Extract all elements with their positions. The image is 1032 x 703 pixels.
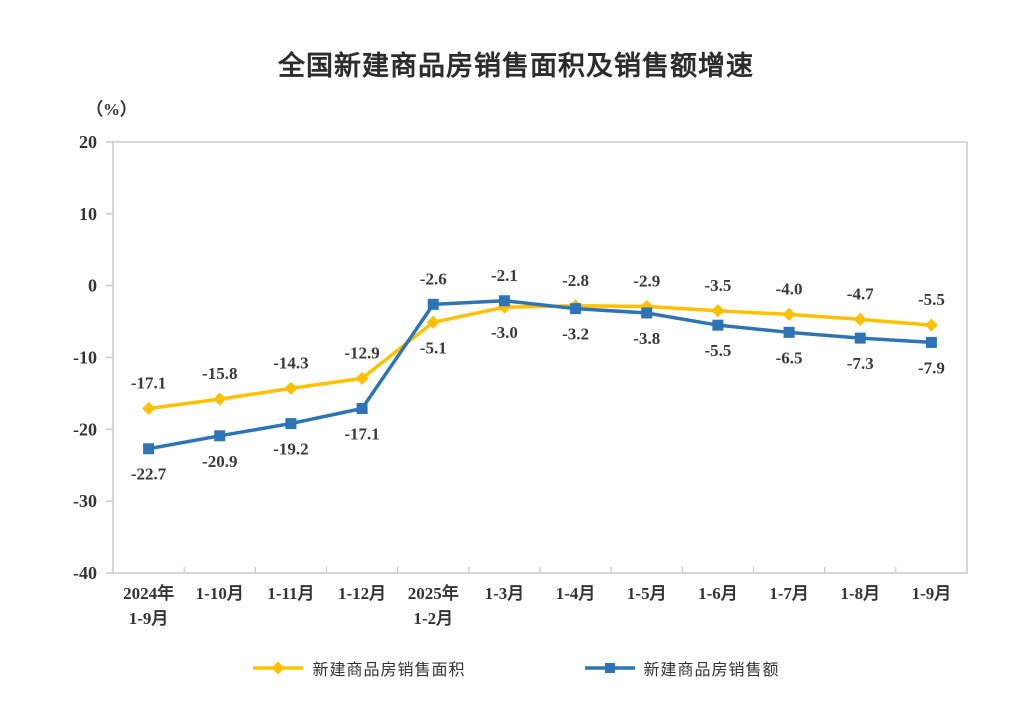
series-marker-sales-value	[498, 295, 510, 307]
legend-swatch-sales-value	[584, 663, 635, 673]
chart-legend: 新建商品房销售面积 新建商品房销售额	[0, 656, 1032, 680]
series-marker-sales-value	[427, 298, 439, 310]
data-label-sales-area: -3.5	[704, 276, 731, 295]
data-label-sales-area: -3.0	[491, 323, 518, 342]
series-marker-sales-area	[355, 371, 369, 385]
series-marker-sales-area	[426, 315, 440, 329]
data-label-sales-value: -2.1	[491, 266, 518, 285]
series-marker-sales-value	[783, 326, 795, 338]
series-marker-sales-value	[285, 418, 297, 430]
chart-title: 全国新建商品房销售面积及销售额增速	[278, 51, 754, 81]
series-marker-sales-value	[925, 336, 937, 348]
legend-label-sales-value: 新建商品房销售额	[643, 662, 780, 679]
series-marker-sales-value	[143, 443, 155, 455]
data-label-sales-area: -2.8	[562, 271, 589, 290]
data-label-sales-area: -2.9	[633, 271, 660, 290]
series-marker-sales-value	[641, 307, 653, 319]
x-tick-label: 1-9月	[912, 584, 952, 603]
series-marker-sales-value	[570, 303, 582, 315]
y-tick-label: 0	[88, 276, 97, 296]
series-marker-sales-area	[782, 307, 796, 321]
data-label-sales-value: -3.2	[562, 325, 589, 344]
y-tick-label: -40	[73, 563, 97, 583]
x-tick-label: 2024年	[123, 583, 174, 603]
x-tick-label: 1-8月	[840, 584, 880, 603]
legend-item-sales-area: 新建商品房销售面积	[252, 656, 465, 680]
y-tick-label: 10	[79, 204, 97, 224]
x-tick-label: 1-4月	[556, 584, 596, 603]
series-marker-sales-area	[142, 402, 156, 416]
series-marker-sales-area	[284, 381, 298, 395]
legend-diamond-icon	[271, 661, 285, 675]
y-tick-label: -10	[73, 348, 97, 368]
data-label-sales-area: -5.1	[420, 338, 447, 357]
data-label-sales-value: -5.5	[704, 341, 731, 360]
x-tick-label: 1-6月	[698, 584, 738, 603]
series-marker-sales-area	[711, 304, 725, 318]
series-marker-sales-area	[853, 312, 867, 326]
data-label-sales-value: -17.1	[344, 425, 379, 444]
y-tick-label: -30	[73, 491, 97, 511]
data-label-sales-value: -7.9	[918, 358, 945, 377]
data-label-sales-value: -19.2	[273, 440, 308, 459]
legend-item-sales-value: 新建商品房销售额	[584, 656, 780, 680]
series-line-sales-area	[146, 304, 934, 411]
data-label-sales-area: -4.0	[776, 279, 803, 298]
data-label-sales-area: -15.8	[202, 364, 237, 383]
legend-swatch-sales-area	[253, 661, 304, 675]
y-tick-label: -20	[73, 419, 97, 439]
data-label-sales-area: -17.1	[131, 374, 166, 393]
x-tick-label: 1-2月	[413, 609, 453, 628]
data-label-sales-value: -3.8	[633, 329, 660, 348]
series-marker-sales-value	[854, 332, 866, 344]
series-marker-sales-value	[356, 403, 368, 415]
x-tick-label: 1-3月	[485, 584, 525, 603]
data-label-sales-area: -4.7	[847, 284, 874, 303]
data-label-sales-area: -5.5	[918, 290, 945, 309]
x-tick-label: 1-7月	[769, 584, 809, 603]
data-label-sales-value: -6.5	[776, 348, 803, 367]
data-label-sales-value: -22.7	[131, 465, 167, 484]
x-tick-label: 1-12月	[338, 584, 386, 603]
data-label-sales-area: -14.3	[273, 353, 308, 372]
x-tick-label: 1-11月	[267, 584, 314, 603]
series-marker-sales-value	[214, 430, 226, 442]
x-tick-label: 1-10月	[196, 584, 244, 603]
series-marker-sales-value	[712, 319, 724, 331]
data-label-sales-value: -20.9	[202, 452, 237, 471]
x-tick-label: 2025年	[408, 583, 459, 603]
x-tick-label: 1-5月	[627, 584, 667, 603]
legend-square-icon	[604, 663, 615, 673]
series-marker-sales-area	[213, 392, 227, 406]
series-line-sales-value	[146, 299, 934, 451]
y-axis-unit-label: （%）	[86, 100, 137, 119]
data-label-sales-value: -2.6	[420, 269, 447, 288]
plot-border	[112, 141, 968, 574]
legend-label-sales-area: 新建商品房销售面积	[312, 662, 466, 679]
x-tick-label: 1-9月	[129, 609, 169, 628]
data-label-sales-value: -7.3	[847, 354, 874, 373]
series-marker-sales-area	[924, 318, 938, 332]
data-label-sales-area: -12.9	[344, 343, 379, 362]
y-tick-label: 20	[79, 132, 97, 152]
